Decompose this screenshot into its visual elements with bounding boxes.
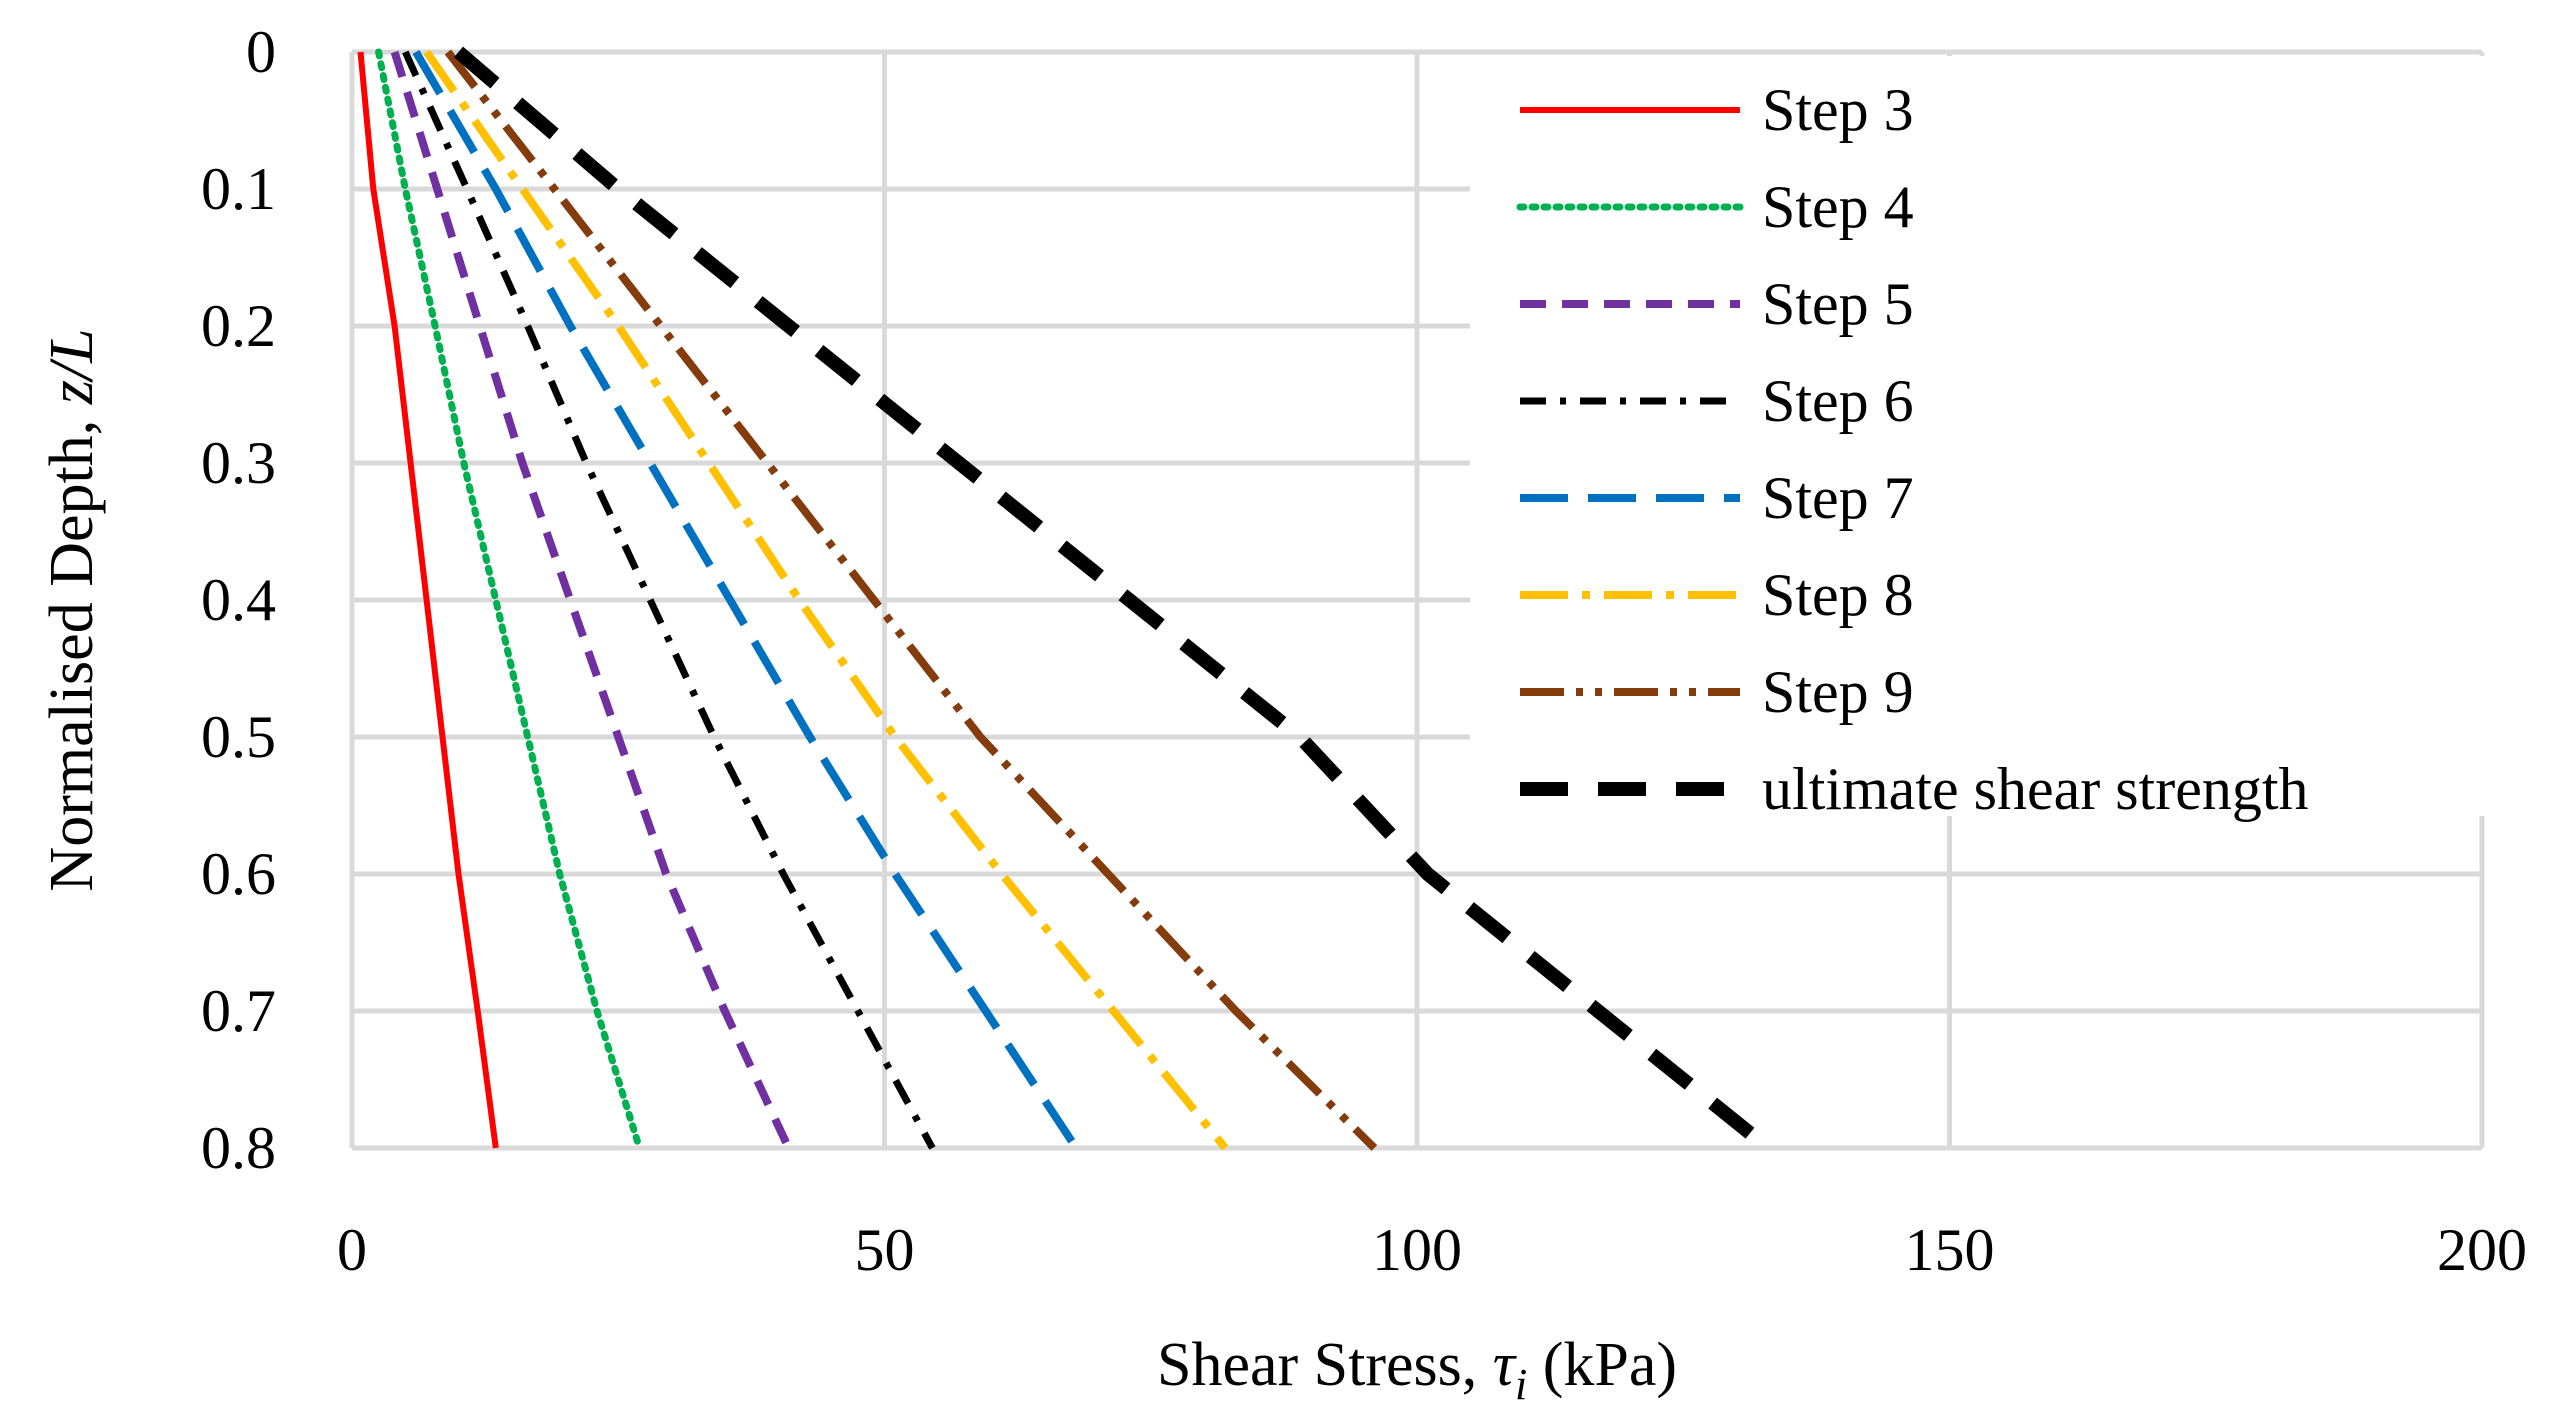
series-line-1 xyxy=(375,48,643,1152)
legend-label: Step 7 xyxy=(1762,465,1914,531)
y-tick-label: 0.2 xyxy=(201,293,276,359)
y-tick-label: 0.1 xyxy=(201,156,276,222)
y-tick-label: 0.8 xyxy=(201,1115,276,1181)
x-axis-title-symbol: τ xyxy=(1493,1331,1518,1399)
series-line-2 xyxy=(390,50,793,1150)
y-axis-title-italic: z/L xyxy=(38,328,106,405)
y-tick-label: 0 xyxy=(246,19,276,85)
series-layer xyxy=(357,46,1773,1154)
x-tick-label: 100 xyxy=(1372,1217,1462,1283)
axis-layer: 0 50 100 150 200 0 0.1 0.2 0.3 0.4 0.5 0.6 0.7 0.8 xyxy=(201,19,2527,1283)
legend-label: Step 4 xyxy=(1762,174,1914,240)
series-line-4 xyxy=(412,49,1080,1151)
x-axis-title-prefix: Shear Stress, xyxy=(1157,1331,1493,1399)
x-tick-label: 50 xyxy=(855,1217,915,1283)
series-line-0 xyxy=(357,51,499,1149)
x-axis-title: Shear Stress, τi (kPa) xyxy=(1157,1331,1677,1409)
series-line-5 xyxy=(423,49,1229,1151)
legend-box xyxy=(1470,56,2490,816)
legend-label: Step 5 xyxy=(1762,271,1914,337)
series-line-6 xyxy=(444,49,1378,1151)
y-tick-label: 0.4 xyxy=(201,567,276,633)
y-tick-label: 0.6 xyxy=(201,841,276,907)
legend-label: Step 6 xyxy=(1762,368,1914,434)
legend-label: Step 9 xyxy=(1762,659,1914,725)
legend-label: Step 3 xyxy=(1762,77,1914,143)
y-axis-title: Normalised Depth, z/L xyxy=(38,328,106,891)
x-axis-title-subscript: i xyxy=(1515,1360,1527,1409)
legend-label: Step 8 xyxy=(1762,562,1914,628)
y-tick-label: 0.3 xyxy=(201,430,276,496)
y-tick-label: 0.7 xyxy=(201,978,276,1044)
series-line-3 xyxy=(402,50,936,1150)
legend-label: ultimate shear strength xyxy=(1762,756,2309,822)
x-tick-label: 150 xyxy=(1905,1217,1995,1283)
y-axis-title-prefix: Normalised Depth, xyxy=(38,404,106,891)
legend-background xyxy=(1470,56,2490,816)
x-tick-label: 0 xyxy=(337,1217,367,1283)
y-tick-label: 0.5 xyxy=(201,704,276,770)
x-axis-title-suffix: (kPa) xyxy=(1527,1331,1677,1399)
x-tick-label: 200 xyxy=(2437,1217,2527,1283)
series-line-7 xyxy=(453,46,1773,1154)
legend: Step 3 Step 4 Step 5 Step 6 Step 7 Step 8 Step… xyxy=(1516,77,2309,822)
